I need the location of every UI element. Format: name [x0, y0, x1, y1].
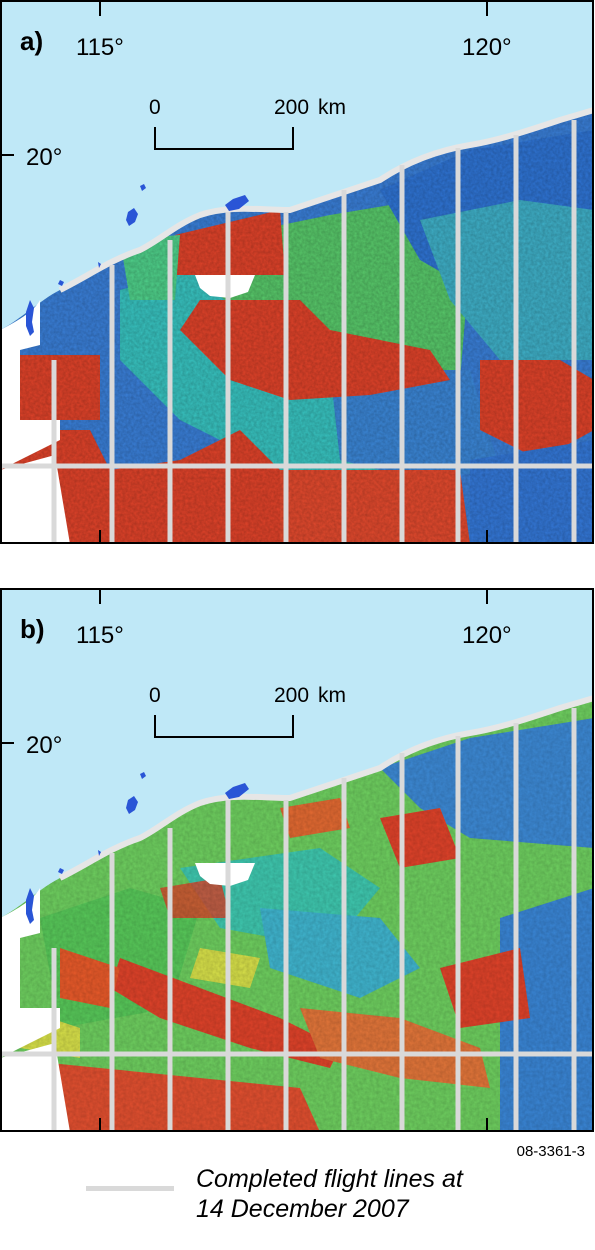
- legend-text-line-1: Completed flight lines at: [196, 1165, 463, 1193]
- panel-label: a): [20, 26, 44, 56]
- map-canvas-b: [0, 588, 594, 1132]
- legend: Completed flight lines at 14 December 20…: [0, 1160, 595, 1250]
- data-gap: [195, 863, 255, 886]
- coastline: [58, 695, 594, 881]
- islands-b: [26, 772, 249, 924]
- scale-bar-a: [154, 127, 294, 150]
- scale-end-label: 200: [274, 96, 310, 119]
- figure-id: 08-3361-3: [516, 1143, 585, 1160]
- map-panel-a: a) 115° 120° 20° 0 200 km: [0, 0, 594, 544]
- panel-border-a: [0, 0, 594, 544]
- longitude-label-120: 120°: [462, 622, 512, 649]
- panel-border-b: [0, 588, 594, 1132]
- map-canvas-a: [0, 0, 594, 544]
- latitude-label-20: 20°: [26, 144, 63, 171]
- graticule-ticks-a: [0, 0, 488, 544]
- flight-line-swatch: [86, 1186, 174, 1191]
- longitude-label-115: 115°: [76, 34, 124, 61]
- land-white-west: [0, 300, 60, 470]
- scale-unit-label: km: [318, 684, 346, 707]
- land-white-west: [0, 888, 60, 1058]
- longitude-label-120: 120°: [462, 34, 512, 61]
- scale-start-label: 0: [149, 96, 161, 119]
- graticule-ticks-b: [0, 588, 488, 1132]
- islands-a: [26, 184, 249, 336]
- coastline: [58, 107, 594, 293]
- flight-lines-a: [0, 120, 594, 544]
- scale-unit-label: km: [318, 96, 346, 119]
- longitude-label-115: 115°: [76, 622, 124, 649]
- legend-text-line-2: 14 December 2007: [196, 1195, 409, 1223]
- latitude-label-20: 20°: [26, 732, 63, 759]
- map-panel-b: b) 115° 120° 20° 0 200 km: [0, 588, 594, 1132]
- flight-lines-b: [0, 708, 594, 1132]
- legend-text: Completed flight lines at 14 December 20…: [196, 1164, 463, 1224]
- data-gap: [195, 275, 255, 298]
- scale-bar-b: [154, 715, 294, 738]
- scale-start-label: 0: [149, 684, 161, 707]
- panel-label: b): [20, 614, 45, 644]
- scale-end-label: 200: [274, 684, 310, 707]
